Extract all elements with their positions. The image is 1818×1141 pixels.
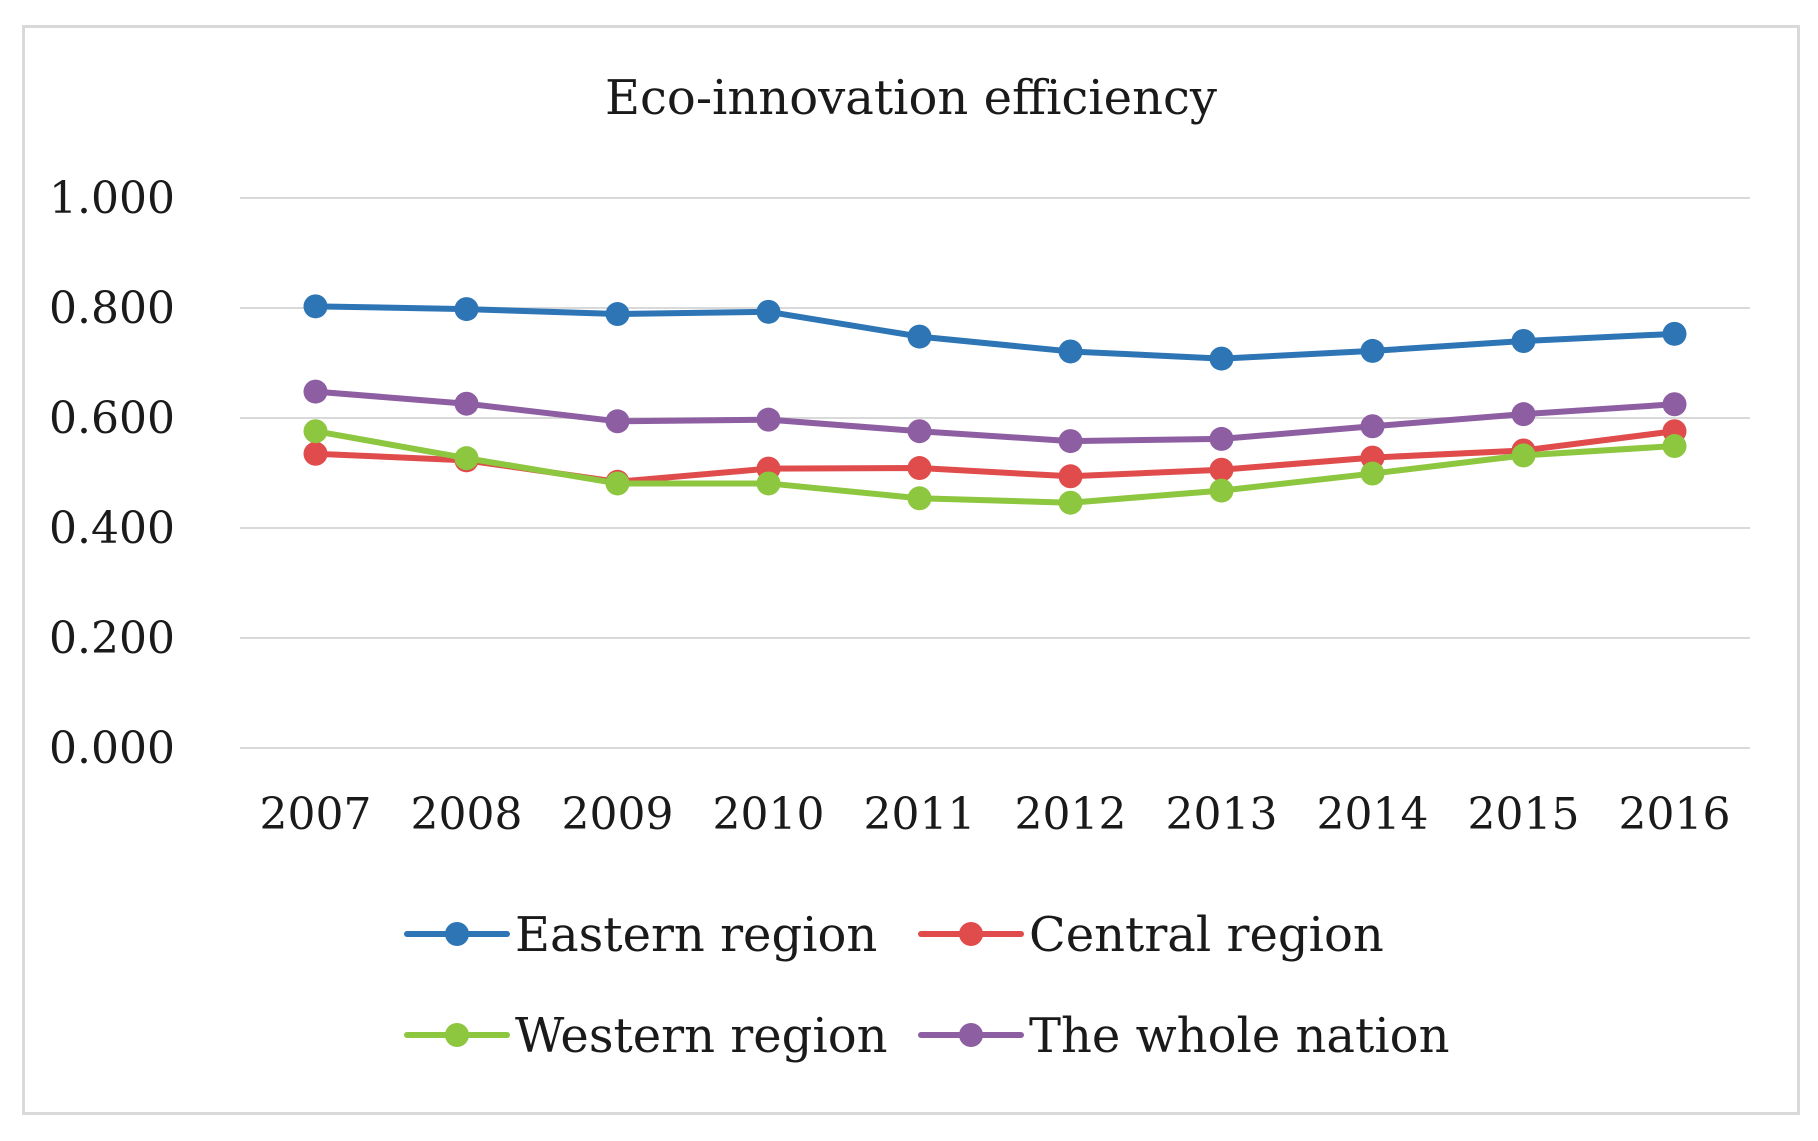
x-tick-label: 2016 <box>1619 789 1731 840</box>
legend-marker <box>959 922 983 946</box>
x-tick-label: 2007 <box>260 789 372 840</box>
data-point <box>1360 338 1385 363</box>
data-point <box>454 446 479 471</box>
legend-item: Western region <box>404 1008 888 1064</box>
data-point <box>907 456 932 481</box>
data-point <box>454 297 479 322</box>
data-point <box>1058 339 1083 364</box>
legend: Eastern region Central region Western regi… <box>404 907 1450 1064</box>
legend-marker <box>445 922 469 946</box>
y-tick-label: 0.000 <box>49 723 175 774</box>
data-point <box>605 302 630 327</box>
x-tick-label: 2011 <box>864 789 976 840</box>
data-point <box>303 419 328 444</box>
x-tick-label: 2010 <box>713 789 825 840</box>
series-line <box>312 428 1678 506</box>
data-point <box>907 419 932 444</box>
data-point <box>1511 443 1536 468</box>
data-point <box>907 486 932 511</box>
x-tick-label: 2012 <box>1015 789 1127 840</box>
data-point <box>1662 392 1687 417</box>
data-point <box>756 299 781 324</box>
data-point <box>605 409 630 434</box>
data-point <box>303 379 328 404</box>
y-tick-label: 1.000 <box>49 173 175 224</box>
data-point <box>1058 464 1083 489</box>
y-tick-label: 0.200 <box>49 613 175 664</box>
data-point <box>756 471 781 496</box>
data-point <box>454 391 479 416</box>
series-1 <box>303 419 1687 494</box>
data-point <box>1360 414 1385 439</box>
data-point <box>907 324 932 349</box>
legend-marker <box>959 1023 983 1047</box>
data-point <box>1209 346 1234 371</box>
data-point <box>303 441 328 466</box>
legend-item: Eastern region <box>404 907 877 963</box>
y-tick-label: 0.800 <box>49 283 175 334</box>
data-point <box>1662 321 1687 346</box>
data-point <box>756 407 781 432</box>
series-line <box>312 388 1678 445</box>
y-tick-label: 0.600 <box>49 393 175 444</box>
data-point <box>1209 426 1234 451</box>
y-tick-label: 0.400 <box>49 503 175 554</box>
chart-canvas: Eco-innovation efficiency 0.000 0.200 0.40… <box>49 70 1750 1064</box>
x-tick-label: 2008 <box>411 789 523 840</box>
data-point <box>1058 490 1083 515</box>
data-point <box>1209 457 1234 482</box>
x-tick-label: 2013 <box>1166 789 1278 840</box>
data-point <box>1511 402 1536 427</box>
data-point <box>303 294 328 319</box>
data-point <box>1360 461 1385 486</box>
series-line <box>312 303 1678 362</box>
legend-marker <box>445 1023 469 1047</box>
legend-item: The whole nation <box>918 1008 1450 1064</box>
data-point <box>1511 329 1536 353</box>
legend-label: Western region <box>515 1008 888 1064</box>
x-tick-label: 2015 <box>1468 789 1580 840</box>
chart-frame: Eco-innovation efficiency 0.000 0.200 0.40… <box>22 25 1800 1115</box>
legend-label: Eastern region <box>515 907 877 963</box>
data-point <box>1058 429 1083 454</box>
series-3 <box>303 379 1687 454</box>
legend-label: The whole nation <box>1029 1008 1450 1064</box>
series-2 <box>303 419 1687 515</box>
x-tick-label: 2009 <box>562 789 674 840</box>
chart-title: Eco-innovation efficiency <box>605 70 1217 126</box>
x-axis-ticks: 2007 2008 2009 2010 2011 2012 2013 2014 2015 2016 <box>260 789 1731 840</box>
legend-item: Central region <box>918 907 1384 963</box>
x-tick-label: 2014 <box>1317 789 1429 840</box>
data-point <box>1209 478 1234 503</box>
legend-label: Central region <box>1029 907 1384 963</box>
y-axis-ticks: 0.000 0.200 0.400 0.600 0.800 1.000 <box>49 173 175 774</box>
series-layer <box>303 294 1687 515</box>
data-point <box>1662 434 1687 459</box>
series-0 <box>303 294 1687 371</box>
data-point <box>605 471 630 496</box>
